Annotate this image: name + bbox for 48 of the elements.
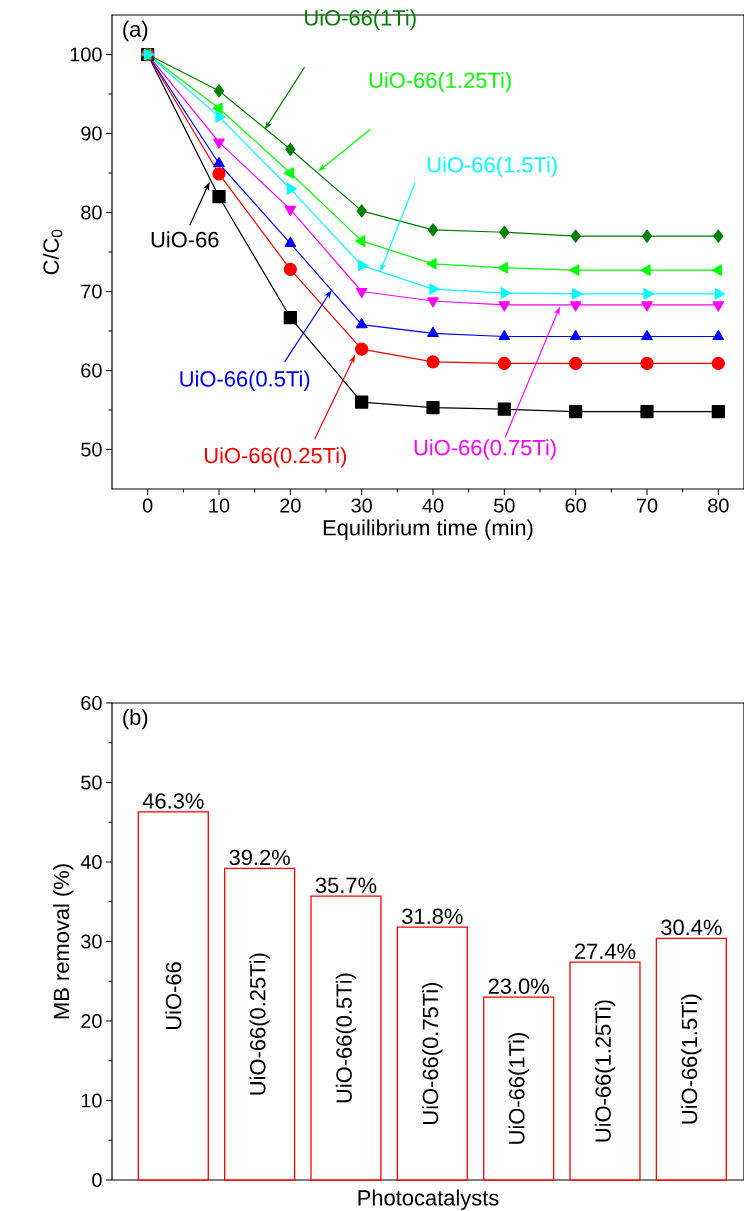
text: UiO-66(1Ti) (305, 9, 416, 30)
y-axis-title: C/C$_{0}$ (42, 229, 63, 275)
text: UiO-66(0.25Ti) (204, 447, 347, 468)
y-tick-label: 80 (81, 205, 102, 220)
data-label: 31.8% (402, 908, 463, 924)
y-axis-title: MB removal (%) (53, 864, 74, 1019)
annotation: (b) (123, 708, 148, 730)
x-tick-label: UiO-66(1Ti) (508, 1033, 529, 1144)
x-tick-label: UiO-66 (165, 962, 182, 1029)
data-label: 27.4% (575, 943, 636, 959)
x-axis-title: Equilibrium time (min) (323, 519, 533, 540)
y-tick-label: 60 (81, 363, 102, 378)
x-tick-label: UiO-66(1.5Ti) (681, 994, 702, 1124)
x-tick-label: 30 (351, 498, 372, 513)
y-tick-label: 40 (80, 854, 102, 870)
x-axis-title: Photocatalysts (358, 1189, 499, 1210)
x-tick-label: 20 (280, 498, 301, 513)
x-tick-label: 40 (422, 498, 444, 513)
y-tick-label: 10 (81, 1093, 102, 1108)
x-tick-label: 0 (142, 498, 153, 513)
data-label: 39.2% (229, 849, 290, 866)
legend-label: UiO-66 (151, 231, 219, 248)
y-tick-label: 50 (81, 442, 102, 457)
x-tick-label: 10 (209, 498, 230, 513)
x-tick-label: UiO-66(0.25Ti) (249, 953, 270, 1095)
x-tick-label: 80 (708, 498, 729, 513)
y-tick-label: 50 (81, 775, 102, 790)
data-label: 35.7% (315, 877, 377, 893)
x-tick-label: 70 (636, 498, 658, 513)
y-tick-label: 60 (81, 695, 102, 711)
y-tick-label: 30 (81, 934, 102, 949)
data-label: 23.0% (488, 978, 549, 994)
annotation: (a) (123, 20, 148, 42)
x-tick-label: UiO-66(1.25Ti) (594, 1000, 616, 1142)
data-label: 30.4% (661, 919, 722, 936)
y-tick-label: 90 (81, 126, 102, 141)
text: UiO-66(0.75Ti) (414, 439, 556, 460)
x-tick-label: UiO-66(0.5Ti) (335, 973, 357, 1103)
text: UiO-66(0.5Ti) (180, 370, 310, 391)
y-tick-label: 70 (81, 284, 102, 299)
x-tick-label: UiO-66(0.75Ti) (422, 982, 443, 1124)
y-tick-label: 100 (70, 47, 102, 62)
text: UiO-66(1.25Ti) (369, 71, 511, 93)
x-tick-label: 60 (565, 498, 586, 513)
data-label: 46.3% (142, 793, 204, 809)
text: UiO-66(1.5Ti) (427, 156, 557, 177)
y-tick-label: 0 (92, 1172, 102, 1188)
x-tick-label: 50 (494, 498, 515, 513)
